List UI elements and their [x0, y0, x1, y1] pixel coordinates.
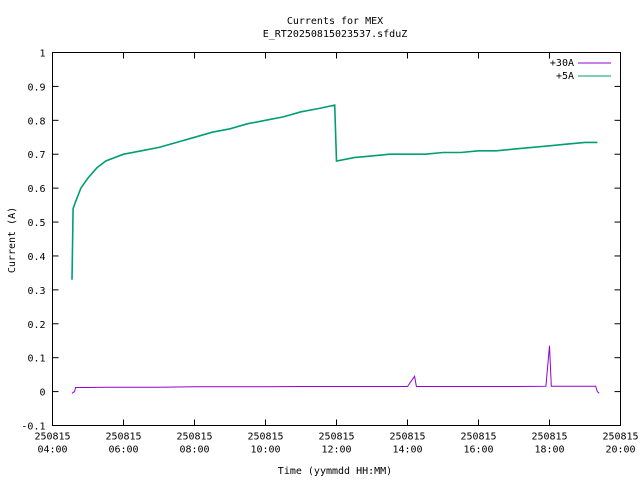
x-tick-label-time: 10:00 [250, 445, 280, 456]
x-tick-label-time: 08:00 [179, 445, 209, 456]
x-tick-label-date: 250815 [602, 432, 638, 443]
x-tick-label-time: 18:00 [534, 445, 564, 456]
x-tick-label-date: 250815 [176, 432, 212, 443]
x-tick-label-date: 250815 [34, 432, 70, 443]
x-tick-label-date: 250815 [247, 432, 283, 443]
legend-label-30a: +30A [550, 58, 574, 69]
y-tick-label: 0.9 [27, 82, 45, 93]
chart-subtitle: E_RT20250815023537.sfduZ [263, 29, 408, 40]
x-tick-label-date: 250815 [389, 432, 425, 443]
plot-area: -0.1 0 0.1 0.2 0.3 0.4 0.5 0.6 0.7 0.8 0.9 1 250815 0… [21, 49, 638, 456]
x-tick-label-time: 14:00 [392, 445, 422, 456]
y-tick-label: 0.2 [27, 320, 45, 331]
y-tick-label: 0.8 [27, 116, 45, 127]
y-tick-label: 0.6 [27, 184, 45, 195]
x-tick-label-time: 04:00 [37, 445, 67, 456]
y-tick-label: 1 [39, 49, 45, 60]
x-tick-label-date: 250815 [460, 432, 496, 443]
x-tick-label-time: 12:00 [321, 445, 351, 456]
legend-label-5a: +5A [556, 71, 574, 82]
x-tick-label-date: 250815 [105, 432, 141, 443]
x-tick-label-date: 250815 [318, 432, 354, 443]
chart-title: Currents for MEX [287, 16, 383, 27]
x-tick-label-time: 20:00 [605, 445, 635, 456]
legend: +30A +5A [550, 58, 611, 82]
y-tick-label: 0.1 [27, 354, 45, 365]
y-tick-label: 0.4 [27, 252, 45, 263]
x-tick-label-time: 06:00 [108, 445, 138, 456]
y-tick-label: -0.1 [21, 422, 45, 433]
x-axis-label: Time (yymmdd HH:MM) [278, 466, 392, 477]
y-axis-label: Current (A) [7, 207, 18, 273]
y-tick-label: 0.3 [27, 286, 45, 297]
plot-frame [52, 52, 621, 426]
x-tick-label-date: 250815 [531, 432, 567, 443]
series-line-30a [71, 345, 600, 394]
y-tick-label: 0 [39, 388, 45, 399]
series-line-5a [71, 104, 598, 280]
y-tick-label: 0.5 [27, 218, 45, 229]
x-tick-label-time: 16:00 [463, 445, 493, 456]
y-tick-label: 0.7 [27, 150, 45, 161]
